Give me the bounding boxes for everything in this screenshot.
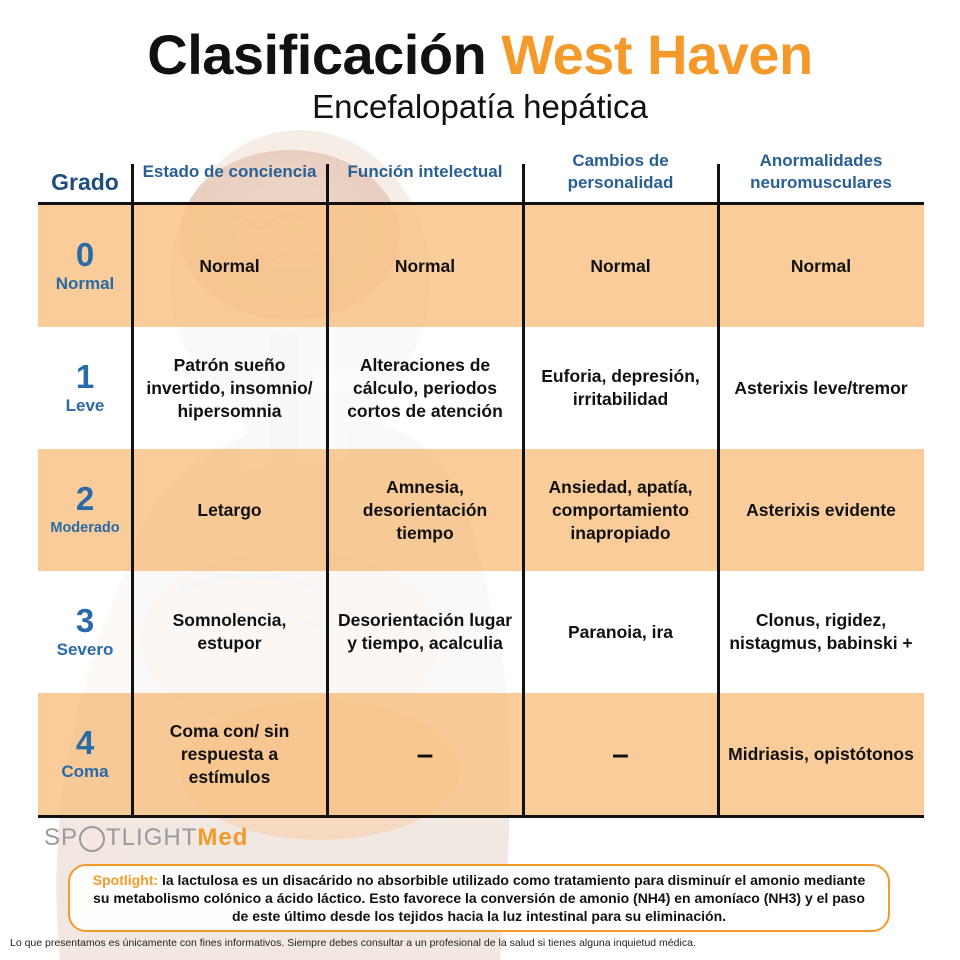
logo-accent: Med bbox=[197, 824, 249, 851]
grade-cell: 1 Leve bbox=[38, 327, 132, 449]
page-subtitle: Encefalopatía hepática bbox=[312, 88, 648, 125]
logo-text-part1: SP bbox=[44, 824, 79, 851]
table-cell: Amnesia, desorientación tiempo bbox=[362, 476, 488, 543]
column-header-neuromusculares: Anormalidades neuromusculares bbox=[750, 151, 892, 192]
table-cell: Ansiedad, apatía, comportamiento inaprop… bbox=[548, 476, 693, 543]
table-cell: Asterixis leve/tremor bbox=[734, 377, 908, 398]
grade-number: 4 bbox=[75, 724, 95, 761]
table-cell: Somnolencia, estupor bbox=[172, 610, 287, 653]
column-header-intelectual: Función intelectual bbox=[347, 162, 503, 181]
logo-text-part2: TLIGHT bbox=[106, 824, 198, 851]
grade-number: 0 bbox=[75, 236, 95, 273]
logo-ring-icon bbox=[79, 826, 106, 852]
grade-number: 2 bbox=[75, 480, 95, 517]
disclaimer-text: Lo que presentamos es únicamente con fin… bbox=[10, 937, 696, 949]
grade-number: 3 bbox=[75, 602, 95, 639]
spotlightmed-logo: SP TLIGHT Med bbox=[44, 824, 248, 852]
grade-cell: 3 Severo bbox=[38, 571, 132, 693]
column-divider bbox=[522, 164, 525, 816]
table-cell: Midriasis, opistótonos bbox=[728, 743, 914, 764]
title-main: Clasificación bbox=[147, 23, 487, 86]
table-cell: Desorientación lugar y tiempo, acalculia bbox=[337, 610, 513, 653]
table-row-grade-3: 3 Severo Somnolencia, estupor Desorienta… bbox=[38, 571, 924, 693]
table-row-grade-4: 4 Coma Coma con/ sin respuesta a estímul… bbox=[38, 693, 924, 818]
grade-cell: 2 Moderado bbox=[38, 449, 132, 571]
grade-label: Coma bbox=[61, 762, 109, 781]
table-cell-empty-dash: – bbox=[612, 737, 629, 771]
table-header: Grado Estado de conciencia Función intel… bbox=[38, 142, 924, 205]
column-header-personalidad: Cambios de personalidad bbox=[567, 151, 674, 192]
page-title: Clasificación West Haven bbox=[0, 22, 960, 87]
column-divider bbox=[326, 164, 329, 816]
table-cell: Coma con/ sin respuesta a estímulos bbox=[169, 720, 290, 787]
title-accent: West Haven bbox=[501, 23, 813, 86]
table-cell: Euforia, depresión, irritabilidad bbox=[541, 366, 700, 409]
spotlight-note-box: Spotlight: la lactulosa es un disacárido… bbox=[68, 864, 890, 932]
table-cell: Normal bbox=[790, 255, 852, 276]
table-cell: Paranoia, ira bbox=[567, 621, 674, 642]
grade-label: Normal bbox=[55, 274, 115, 293]
spotlight-label: Spotlight: bbox=[92, 872, 159, 888]
table-cell: Letargo bbox=[197, 499, 262, 520]
table-cell: Asterixis evidente bbox=[746, 499, 896, 520]
table-cell-empty-dash: – bbox=[416, 737, 434, 771]
grade-label: Moderado bbox=[50, 520, 120, 536]
grade-number: 1 bbox=[75, 358, 95, 395]
table-cell: Normal bbox=[199, 255, 260, 276]
table-cell: Clonus, rigidez, nistagmus, babinski + bbox=[729, 610, 913, 653]
grade-label: Severo bbox=[56, 640, 114, 659]
table-cell: Normal bbox=[590, 255, 651, 276]
table-cell: Patrón sueño invertido, insomnio/ hipers… bbox=[146, 354, 313, 421]
grade-column-header: Grado bbox=[51, 168, 119, 195]
grade-cell: 0 Normal bbox=[38, 205, 132, 327]
column-divider bbox=[717, 164, 720, 816]
grade-label: Leve bbox=[65, 396, 105, 415]
west-haven-table: Grado Estado de conciencia Función intel… bbox=[38, 142, 924, 818]
spotlight-text: la lactulosa es un disacárido no absorbi… bbox=[93, 872, 866, 924]
spotlight-note: Spotlight: la lactulosa es un disacárido… bbox=[84, 871, 874, 925]
column-header-conciencia: Estado de conciencia bbox=[142, 162, 317, 181]
table-row-grade-1: 1 Leve Patrón sueño invertido, insomnio/… bbox=[38, 327, 924, 449]
grade-cell: 4 Coma bbox=[38, 693, 132, 815]
table-row-grade-2: 2 Moderado Letargo Amnesia, desorientaci… bbox=[38, 449, 924, 571]
table-cell: Alteraciones de cálculo, periodos cortos… bbox=[347, 354, 503, 421]
column-divider bbox=[131, 164, 134, 816]
table-row-grade-0: 0 Normal Normal Normal Normal Normal bbox=[38, 205, 924, 327]
table-cell: Normal bbox=[394, 255, 456, 276]
